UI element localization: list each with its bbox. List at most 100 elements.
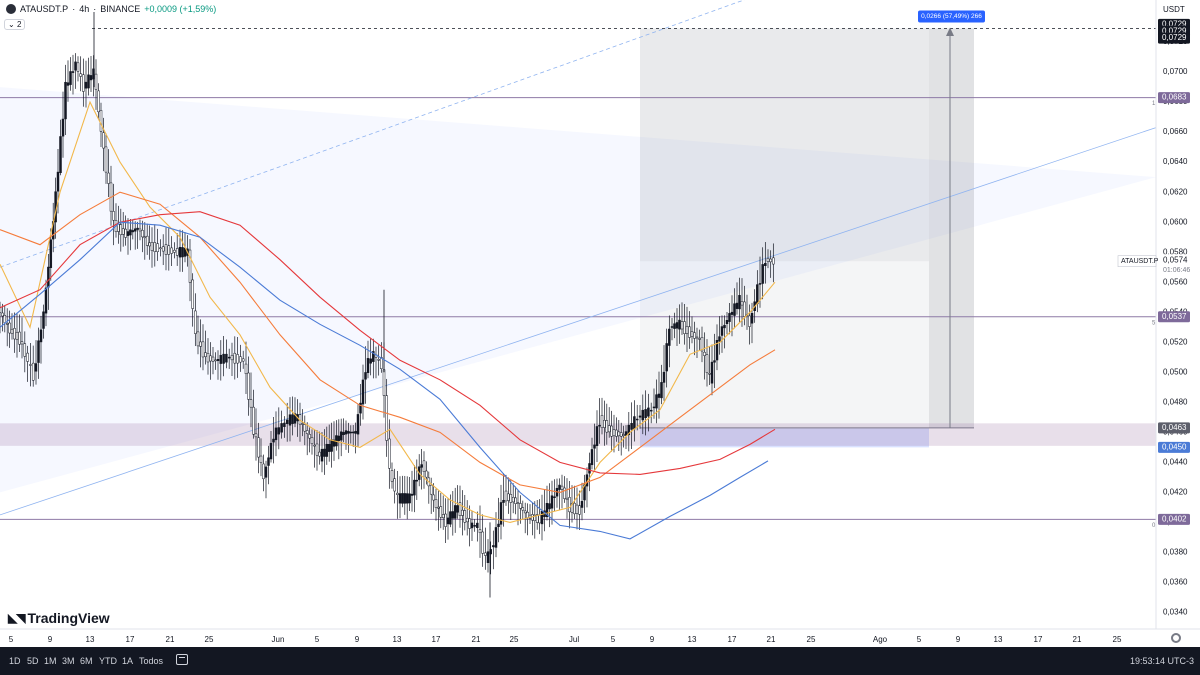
candle-body — [175, 248, 179, 256]
y-tick-label: 0,0580 — [1163, 247, 1188, 256]
clock-timezone[interactable]: 19:53:14 UTC-3 — [1129, 656, 1194, 666]
candle-body — [196, 331, 200, 347]
x-tick-label: 5 — [611, 635, 616, 644]
candle-body — [560, 485, 564, 490]
candle-body — [199, 341, 202, 347]
candle-body — [94, 73, 98, 90]
candle-body — [283, 422, 286, 427]
x-tick-label: 21 — [767, 635, 776, 644]
y-tick-label: 0,0600 — [1163, 217, 1188, 226]
candle-body — [756, 284, 759, 305]
candle-body — [675, 322, 679, 329]
y-tick-label: 0,0340 — [1163, 608, 1188, 617]
candle-body — [478, 529, 482, 533]
candle-body — [558, 484, 561, 490]
candle-body — [156, 243, 159, 252]
candle-body — [347, 431, 350, 434]
candle-body — [573, 502, 576, 515]
timeframe-todos[interactable]: Todos — [139, 656, 164, 666]
candle-body — [565, 497, 569, 501]
candle-body — [673, 323, 676, 329]
timeframe-ytd[interactable]: YTD — [99, 656, 117, 666]
y-tick-label: 0,0560 — [1163, 277, 1188, 286]
candle-body — [393, 478, 396, 492]
tradingview-logo: ◣◥ TradingView — [8, 610, 110, 626]
candle-body — [590, 449, 594, 466]
candle-body — [178, 246, 182, 258]
candle-body — [241, 358, 245, 362]
candle-body — [313, 444, 316, 447]
candle-body — [121, 228, 125, 235]
candle-body — [26, 352, 29, 362]
currency-label[interactable]: USDT — [1163, 5, 1185, 14]
x-tick-label: 13 — [688, 635, 697, 644]
calendar-icon[interactable] — [176, 654, 188, 665]
candle-body — [434, 499, 438, 508]
candle-body — [516, 502, 520, 504]
measure-label: 0,0266 (57,49%) 266 — [921, 13, 982, 20]
candle-body — [473, 525, 476, 527]
candle-body — [225, 353, 228, 363]
candle-body — [274, 427, 278, 441]
candle-body — [499, 502, 503, 525]
candle-body — [104, 146, 108, 173]
candle-body — [315, 443, 319, 456]
price-label-level-3: 0,0463 — [1162, 423, 1187, 432]
candle-body — [47, 266, 50, 288]
exchange-label: BINANCE — [100, 4, 141, 14]
candle-body — [570, 503, 574, 513]
x-tick-label: 21 — [1073, 635, 1082, 644]
candle-body — [600, 415, 604, 428]
symbol-logo-icon — [6, 4, 16, 14]
candle-body — [20, 341, 24, 345]
candle-body — [772, 257, 775, 265]
header-separator: · — [72, 4, 76, 14]
timeframe-1d[interactable]: 1D — [9, 656, 21, 666]
timeframe-1m[interactable]: 1M — [44, 656, 57, 666]
x-tick-label: 9 — [355, 635, 360, 644]
candle-body — [76, 62, 80, 72]
candle-body — [239, 356, 242, 363]
candle-body — [553, 496, 556, 498]
price-change: +0,0009 (+1,59%) — [144, 4, 217, 14]
candle-body — [143, 236, 147, 239]
fib-mark-2: 5 — [1152, 320, 1156, 326]
candle-body — [181, 247, 184, 258]
tradingview-logo-icon: ◣◥ — [8, 611, 25, 625]
rising-trendline — [0, 127, 1157, 516]
candle-body — [507, 493, 510, 501]
candle-body — [310, 437, 314, 445]
timeframe-1a[interactable]: 1A — [122, 656, 134, 666]
candle-body — [521, 507, 525, 511]
candle-body — [764, 262, 767, 266]
candle-body — [652, 406, 656, 409]
candle-body — [413, 479, 416, 496]
candle-body — [730, 311, 734, 315]
candle-body — [150, 242, 154, 251]
x-tick-label: 21 — [166, 635, 175, 644]
symbol-header[interactable]: ATAUSDT.P · 4h · BINANCE +0,0009 (+1,59%… — [6, 4, 216, 14]
timeframe-6m[interactable]: 6M — [80, 656, 93, 666]
timeframe-3m[interactable]: 3M — [62, 656, 75, 666]
candle-body — [688, 326, 691, 338]
chevron-down-icon: ⌄ — [8, 20, 15, 29]
gear-icon[interactable] — [1171, 633, 1181, 643]
wedge-shading — [0, 87, 1156, 493]
x-tick-label: 17 — [126, 635, 135, 644]
candle-body — [735, 302, 739, 309]
candle-body — [578, 505, 581, 515]
indicators-collapse-button[interactable]: ⌄ 2 — [4, 19, 26, 30]
candle-body — [71, 71, 75, 73]
timeframe-5d[interactable]: 5D — [27, 656, 39, 666]
candle-body — [303, 424, 307, 432]
candle-body — [131, 230, 135, 233]
price-label-level-5: 0,0402 — [1162, 515, 1187, 524]
x-tick-label: 5 — [315, 635, 320, 644]
price-label-level-4-bg — [1158, 441, 1190, 453]
candle-body — [164, 244, 168, 255]
price-label-level-2-bg — [1158, 311, 1190, 323]
candle-body — [349, 431, 353, 434]
candle-body — [655, 394, 658, 409]
candle-body — [461, 509, 464, 516]
